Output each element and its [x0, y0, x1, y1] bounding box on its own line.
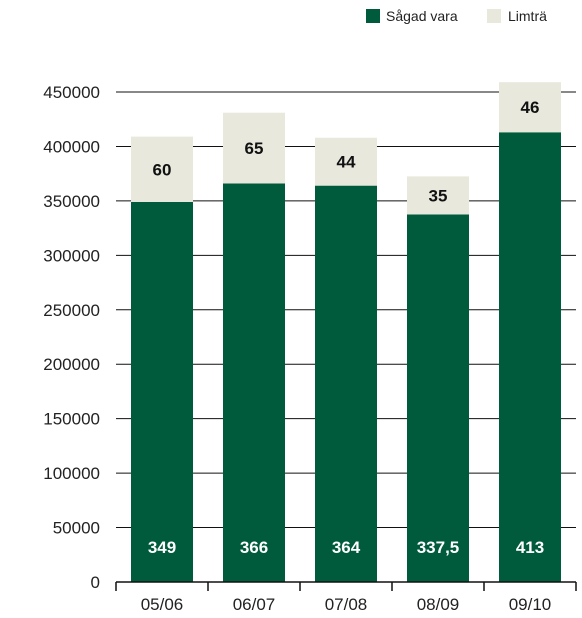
- data-label-sagad-vara: 366: [240, 538, 268, 557]
- y-tick-label: 150000: [43, 410, 100, 429]
- y-tick-label: 0: [91, 573, 100, 592]
- data-label-limtra: 65: [245, 139, 264, 158]
- x-category-label: 09/10: [509, 595, 552, 614]
- x-category-label: 05/06: [141, 595, 184, 614]
- data-label-limtra: 44: [337, 153, 356, 172]
- data-label-sagad-vara: 337,5: [417, 538, 460, 557]
- bar-segment-sagad-vara: [223, 183, 285, 582]
- data-label-sagad-vara: 364: [332, 538, 361, 557]
- legend-item-sagad-vara: Sågad vara: [366, 8, 458, 24]
- bar-segment-sagad-vara: [131, 201, 193, 582]
- y-tick-label: 200000: [43, 355, 100, 374]
- legend-item-limtra: Limträ: [487, 8, 547, 24]
- x-axis: 05/06 06/07 07/08 08/09 09/10: [115, 581, 577, 614]
- y-tick-label: 100000: [43, 464, 100, 483]
- bar-segment-limtra: [499, 82, 561, 133]
- bars: 349 60 366 65 364 44 337,5 35 413 46: [131, 82, 561, 583]
- y-tick-label: 400000: [43, 137, 100, 156]
- bar-segment-limtra: [131, 136, 193, 202]
- bar-segment-sagad-vara: [499, 132, 561, 583]
- data-label-limtra: 60: [153, 160, 172, 179]
- bar-segment-sagad-vara: [315, 185, 377, 582]
- legend-label: Limträ: [508, 8, 547, 24]
- bar-segment-limtra: [223, 112, 285, 184]
- data-label-limtra: 35: [429, 186, 448, 205]
- x-category-label: 06/07: [233, 595, 276, 614]
- bar-segment-sagad-vara: [407, 214, 469, 582]
- y-tick-label: 50000: [53, 519, 100, 538]
- y-axis-ticks: 0 50000 100000 150000 200000 250000 300000 3500…: [43, 83, 100, 592]
- data-label-sagad-vara: 413: [516, 538, 544, 557]
- bar-segment-limtra: [315, 137, 377, 186]
- y-tick-label: 300000: [43, 246, 100, 265]
- y-tick-label: 450000: [43, 83, 100, 102]
- legend: Sågad vara Limträ: [366, 8, 547, 24]
- x-category-label: 08/09: [417, 595, 460, 614]
- x-category-label: 07/08: [325, 595, 368, 614]
- bar-segment-limtra: [407, 176, 469, 215]
- data-label-limtra: 46: [521, 98, 540, 117]
- data-label-sagad-vara: 349: [148, 538, 176, 557]
- y-tick-label: 350000: [43, 192, 100, 211]
- legend-swatch: [366, 9, 380, 23]
- y-tick-label: 250000: [43, 301, 100, 320]
- legend-swatch: [487, 9, 501, 23]
- legend-label: Sågad vara: [386, 8, 458, 24]
